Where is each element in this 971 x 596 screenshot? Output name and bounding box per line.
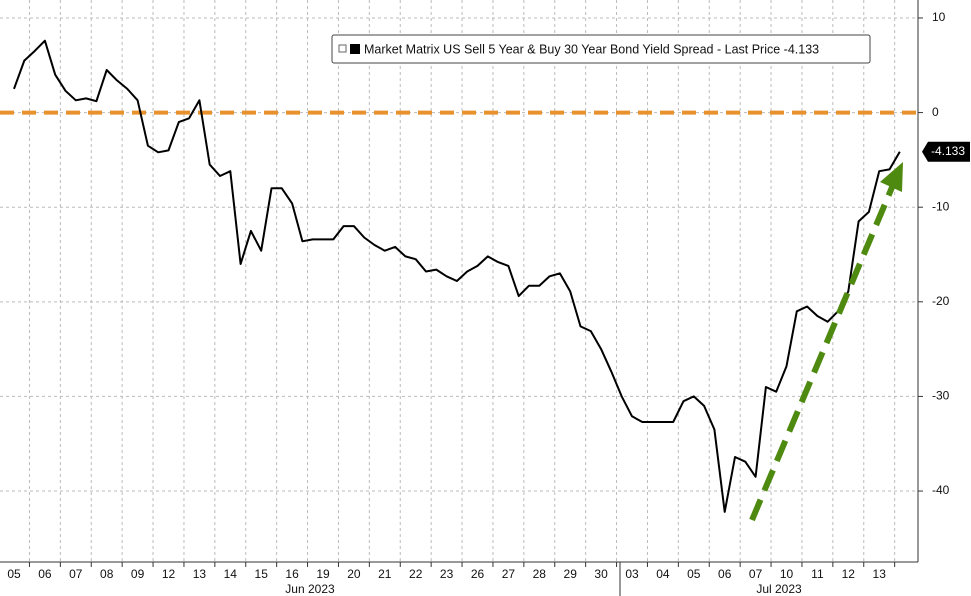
x-tick-label: 11 bbox=[811, 567, 824, 581]
x-tick-label: 08 bbox=[100, 567, 114, 581]
y-tick-label: -40 bbox=[932, 483, 950, 497]
plot-area bbox=[0, 0, 918, 562]
y-tick-label: 0 bbox=[932, 105, 939, 119]
series-line bbox=[13, 39, 901, 513]
x-group-label: Jun 2023 bbox=[285, 582, 335, 596]
y-tick-label: 10 bbox=[932, 10, 946, 24]
x-tick-label: 06 bbox=[718, 567, 732, 581]
y-tick-label: -10 bbox=[932, 199, 950, 213]
x-tick-label: 06 bbox=[38, 567, 52, 581]
x-tick-label: 13 bbox=[193, 567, 207, 581]
y-tick-label: -20 bbox=[932, 294, 950, 308]
x-group-label: Jul 2023 bbox=[756, 582, 802, 596]
legend-box bbox=[331, 34, 871, 64]
x-tick-label: 16 bbox=[285, 567, 299, 581]
x-tick-label: 13 bbox=[873, 567, 887, 581]
last-price-label: -4.133 bbox=[931, 144, 965, 158]
x-tick-label: 05 bbox=[7, 567, 21, 581]
x-tick-label: 07 bbox=[69, 567, 83, 581]
legend-label: Market Matrix US Sell 5 Year & Buy 30 Ye… bbox=[364, 42, 819, 56]
x-tick-label: 23 bbox=[440, 567, 454, 581]
x-tick-label: 28 bbox=[533, 567, 547, 581]
x-tick-label: 12 bbox=[162, 567, 176, 581]
x-tick-label: 12 bbox=[842, 567, 856, 581]
legend-swatch bbox=[350, 44, 360, 54]
x-tick-label: 30 bbox=[594, 567, 608, 581]
x-tick-label: 14 bbox=[224, 567, 238, 581]
legend: Market Matrix US Sell 5 Year & Buy 30 Ye… bbox=[331, 34, 871, 64]
x-tick-label: 22 bbox=[409, 567, 423, 581]
x-tick-label: 10 bbox=[780, 567, 794, 581]
x-tick-label: 29 bbox=[564, 567, 578, 581]
x-tick-label: 21 bbox=[378, 567, 392, 581]
x-tick-label: 26 bbox=[471, 567, 485, 581]
x-tick-label: 19 bbox=[316, 567, 330, 581]
legend-toggle bbox=[338, 44, 347, 53]
x-tick-label: 15 bbox=[255, 567, 269, 581]
x-tick-label: 05 bbox=[687, 567, 701, 581]
x-tick-label: 03 bbox=[625, 567, 639, 581]
trend-arrow bbox=[749, 183, 896, 522]
x-tick-label: 27 bbox=[502, 567, 516, 581]
trend-arrowhead bbox=[880, 162, 903, 192]
y-tick-label: -30 bbox=[932, 389, 950, 403]
x-tick-label: 04 bbox=[656, 567, 670, 581]
x-tick-label: 20 bbox=[347, 567, 361, 581]
x-tick-label: 09 bbox=[131, 567, 145, 581]
x-tick-label: 07 bbox=[749, 567, 763, 581]
last-price-tag bbox=[922, 141, 970, 162]
